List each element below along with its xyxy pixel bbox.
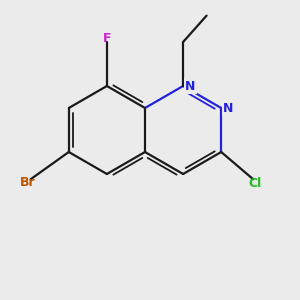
Text: Br: Br [20,176,35,189]
Text: N: N [223,101,233,115]
Text: Cl: Cl [249,177,262,190]
Text: F: F [103,32,111,46]
Text: N: N [185,80,195,92]
